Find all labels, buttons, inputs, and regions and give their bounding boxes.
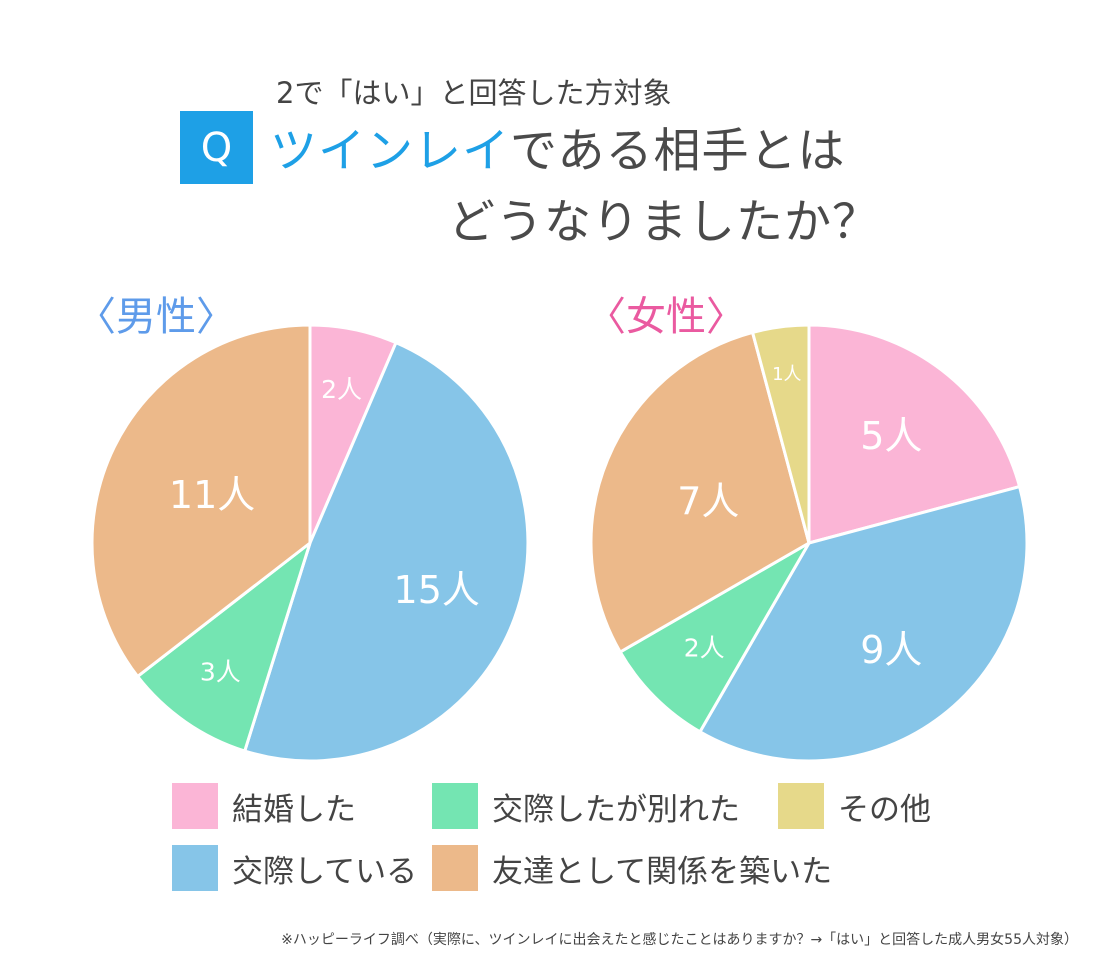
legend-swatch-married xyxy=(172,783,218,829)
male-label-dated-broke-up: 3人 xyxy=(200,657,241,686)
female-label-dating: 9人 xyxy=(860,628,922,672)
female-label-friends: 7人 xyxy=(677,479,739,523)
female-slice-friends xyxy=(589,330,811,654)
female-label-other: 1人 xyxy=(772,364,801,385)
legend-item-dating: 交際している xyxy=(172,845,417,891)
legend-item-friends: 友達として関係を築いた xyxy=(432,845,832,891)
male-label-married: 2人 xyxy=(321,375,362,404)
question-title-rest: である相手とは xyxy=(510,124,846,179)
male-slice-dating xyxy=(243,341,530,763)
question-badge: Q xyxy=(180,111,253,184)
male-slice-dated-broke-up xyxy=(136,541,312,753)
question-title-accent: ツインレイ xyxy=(270,124,510,179)
female-label-married: 5人 xyxy=(860,414,922,458)
legend-swatch-dating xyxy=(172,845,218,891)
legend-label-married: 結婚した xyxy=(232,791,356,828)
male-label-friends: 11人 xyxy=(169,473,255,517)
male-label-dating: 15人 xyxy=(394,568,480,612)
female-pie-chart: 5人 9人 2人 7人 1人 xyxy=(589,323,1029,763)
survey-subtitle: 2で「はい」と回答した方対象 xyxy=(276,76,672,110)
legend-swatch-friends xyxy=(432,845,478,891)
female-label-dated-broke-up: 2人 xyxy=(684,633,725,662)
legend-label-friends: 友達として関係を築いた xyxy=(492,853,833,890)
legend-swatch-other xyxy=(778,783,824,829)
legend-item-married: 結婚した xyxy=(172,783,356,829)
legend-label-other: その他 xyxy=(838,791,931,828)
female-slice-dating xyxy=(698,485,1029,763)
legend-label-dated-broke-up: 交際したが別れた xyxy=(492,791,740,828)
male-slice-friends xyxy=(90,323,312,678)
legend-item-other: その他 xyxy=(778,783,931,829)
female-slice-married xyxy=(807,323,1022,545)
male-pie-chart: 2人 15人 3人 11人 xyxy=(90,323,530,763)
legend-item-dated-broke-up: 交際したが別れた xyxy=(432,783,740,829)
female-pie-title: 〈女性〉 xyxy=(586,294,746,340)
question-title-line-2: どうなりましたか？ xyxy=(448,195,880,250)
female-slice-other xyxy=(751,323,811,545)
question-title-line-1: ツインレイである相手とは xyxy=(270,112,846,181)
survey-footnote: ※ハッピーライフ調べ（実際に、ツインレイに出会えたと感じたことはありますか？→「… xyxy=(281,932,1078,948)
legend-label-dating: 交際している xyxy=(232,853,418,890)
male-pie-title: 〈男性〉 xyxy=(76,294,236,340)
female-slice-dated-broke-up xyxy=(618,541,811,734)
legend-swatch-dated-broke-up xyxy=(432,783,478,829)
